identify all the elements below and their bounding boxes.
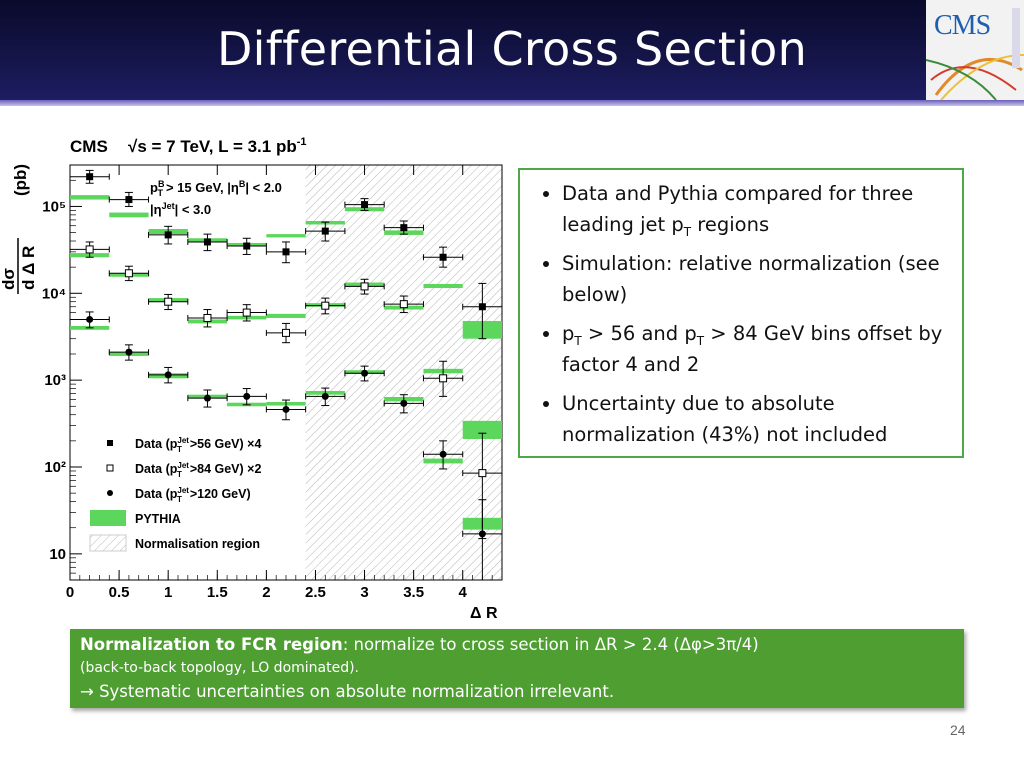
legend-label: Normalisation region: [135, 537, 260, 551]
bullet-1: Data and Pythia compared for three leadi…: [562, 178, 952, 240]
x-tick-label: 4: [459, 584, 468, 601]
cms-logo-graphic: [926, 0, 1024, 100]
legend-marker: [106, 464, 114, 472]
data-point-120gev: [282, 405, 290, 413]
data-point-56gev: [361, 201, 369, 209]
data-point-56gev: [321, 227, 329, 235]
note-line-2: (back-to-back topology, LO dominated).: [80, 660, 360, 676]
data-point-120gev: [164, 371, 172, 379]
x-tick-label: 2.5: [305, 584, 326, 601]
data-point-84gev: [124, 269, 133, 278]
bullet-box: Data and Pythia compared for three leadi…: [518, 168, 964, 458]
data-point-84gev: [439, 374, 448, 383]
legend-marker: [107, 490, 113, 496]
legend-label: Data (pJet T >56 GeV) ×4: [135, 436, 261, 454]
pythia-band: [462, 420, 502, 440]
data-point-120gev: [125, 348, 133, 356]
data-point-120gev: [361, 369, 369, 377]
data-point-120gev: [478, 530, 486, 538]
x-axis-label: Δ R: [470, 605, 498, 622]
data-point-120gev: [321, 392, 329, 400]
bullet-3: pT > 56 and pT > 84 GeV bins offset by f…: [562, 318, 952, 380]
title-bar-rule: [0, 100, 1024, 106]
legend-label: PYTHIA: [135, 512, 181, 526]
data-point-56gev: [478, 303, 486, 311]
y-tick-label: 10⁴: [42, 285, 66, 302]
normalization-note: Normalization to FCR region: normalize t…: [70, 629, 964, 708]
data-point-84gev: [399, 300, 408, 309]
data-point-120gev: [203, 394, 211, 402]
pythia-band: [70, 195, 110, 200]
svg-text:(pb): (pb): [11, 164, 30, 196]
data-point-84gev: [242, 308, 251, 317]
data-point-84gev: [85, 245, 94, 254]
title-bar: [0, 0, 1024, 100]
note-line-3: → Systematic uncertainties on absolute n…: [80, 682, 615, 701]
x-tick-label: 3: [360, 584, 368, 601]
data-point-120gev: [439, 450, 447, 458]
data-point-56gev: [243, 242, 251, 250]
cuts-label-1: pB T > 15 GeV, |ηB| < 2.0: [150, 179, 282, 198]
data-point-120gev: [243, 392, 251, 400]
data-point-56gev: [86, 173, 94, 181]
data-point-120gev: [86, 315, 94, 323]
slide-title: Differential Cross Section: [216, 22, 808, 76]
cuts-label-2: |ηJet| < 3.0: [150, 201, 211, 217]
pythia-band: [423, 283, 463, 289]
pythia-band: [109, 212, 149, 218]
data-point-84gev: [203, 313, 212, 322]
chart-title-left: CMS: [70, 137, 108, 156]
data-point-84gev: [360, 282, 369, 291]
data-point-84gev: [478, 469, 487, 478]
x-tick-label: 0: [66, 584, 74, 601]
y-tick-label: 10³: [44, 372, 66, 389]
svg-text:d Δ R: d Δ R: [19, 246, 38, 290]
pythia-band: [266, 313, 306, 318]
data-point-56gev: [125, 196, 133, 204]
bullet-2: Simulation: relative normalization (see …: [562, 248, 952, 310]
x-tick-label: 0.5: [109, 584, 130, 601]
pythia-band: [266, 234, 306, 238]
x-tick-label: 1: [164, 584, 172, 601]
cms-logo-text: CMS: [934, 10, 991, 41]
svg-text:dσ: dσ: [0, 268, 18, 290]
legend-label: Data (pJet T >120 GeV): [135, 486, 251, 504]
legend-marker: [89, 534, 127, 552]
bullet-list: Data and Pythia compared for three leadi…: [532, 178, 952, 450]
legend-marker: [107, 440, 113, 446]
note-line-1: Normalization to FCR region: normalize t…: [80, 635, 759, 654]
y-tick-label: 10: [49, 546, 66, 563]
data-point-84gev: [321, 301, 330, 310]
y-tick-label: 10⁵: [42, 198, 66, 215]
data-point-120gev: [400, 399, 408, 407]
cms-logo: CMS: [926, 0, 1024, 100]
data-point-56gev: [282, 248, 290, 256]
data-point-84gev: [282, 328, 290, 337]
data-point-56gev: [203, 238, 211, 246]
data-point-56gev: [164, 231, 172, 239]
y-axis-label: dσ d Δ R (pb): [0, 164, 38, 290]
x-tick-label: 2: [262, 584, 270, 601]
x-tick-label: 3.5: [403, 584, 424, 601]
legend-marker: [90, 510, 126, 526]
data-point-56gev: [400, 224, 408, 232]
bullet-4: Uncertainty due to absolute normalizatio…: [562, 388, 952, 450]
data-point-56gev: [439, 253, 447, 261]
cross-section-plot: 0 0.5 1 1.5 2 2.5 3 3.5 4 10 10² 10³ 10⁴ 10⁵ Data (pJe…: [0, 136, 503, 622]
chart-title-right: √s = 7 TeV, L = 3.1 pb-1: [128, 136, 307, 156]
legend-label: Data (pJet T >84 GeV) ×2: [135, 461, 261, 479]
page-number: 24: [950, 722, 966, 738]
x-tick-label: 1.5: [207, 584, 228, 601]
data-point-84gev: [164, 297, 173, 306]
y-tick-label: 10²: [44, 459, 66, 476]
